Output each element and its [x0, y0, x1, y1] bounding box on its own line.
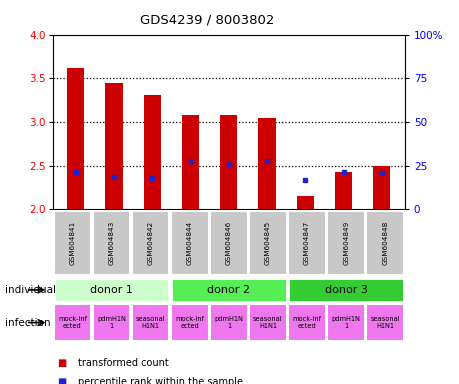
Text: pdmH1N
1: pdmH1N 1: [331, 316, 360, 329]
Bar: [132, 211, 169, 275]
Text: GSM604841: GSM604841: [69, 221, 75, 265]
Bar: [54, 278, 169, 302]
Bar: [372, 166, 390, 209]
Bar: [366, 211, 403, 275]
Bar: [54, 304, 91, 341]
Text: transformed count: transformed count: [78, 358, 168, 368]
Bar: [220, 115, 237, 209]
Bar: [210, 304, 247, 341]
Bar: [288, 211, 325, 275]
Bar: [288, 278, 403, 302]
Text: GSM604844: GSM604844: [186, 221, 192, 265]
Text: GSM604845: GSM604845: [264, 221, 270, 265]
Text: mock-inf
ected: mock-inf ected: [58, 316, 87, 329]
Bar: [54, 211, 91, 275]
Text: GSM604849: GSM604849: [342, 221, 348, 265]
Text: donor 1: donor 1: [90, 285, 133, 295]
Text: GSM604843: GSM604843: [108, 221, 114, 265]
Text: pdmH1N
1: pdmH1N 1: [214, 316, 243, 329]
Text: ■: ■: [57, 377, 67, 384]
Text: GSM604842: GSM604842: [147, 221, 153, 265]
Bar: [249, 304, 286, 341]
Text: individual: individual: [5, 285, 56, 295]
Bar: [67, 68, 84, 209]
Bar: [296, 196, 313, 209]
Text: seasonal
H1N1: seasonal H1N1: [135, 316, 165, 329]
Bar: [327, 304, 364, 341]
Text: mock-inf
ected: mock-inf ected: [175, 316, 204, 329]
Bar: [210, 211, 247, 275]
Bar: [132, 304, 169, 341]
Bar: [334, 172, 352, 209]
Text: donor 3: donor 3: [324, 285, 367, 295]
Text: seasonal
H1N1: seasonal H1N1: [252, 316, 282, 329]
Bar: [105, 83, 123, 209]
Text: percentile rank within the sample: percentile rank within the sample: [78, 377, 243, 384]
Text: GSM604846: GSM604846: [225, 221, 231, 265]
Text: GSM604848: GSM604848: [381, 221, 387, 265]
Bar: [327, 211, 364, 275]
Text: infection: infection: [5, 318, 50, 328]
Bar: [93, 304, 130, 341]
Bar: [171, 278, 286, 302]
Bar: [366, 304, 403, 341]
Text: GSM604847: GSM604847: [303, 221, 309, 265]
Bar: [288, 304, 325, 341]
Text: GDS4239 / 8003802: GDS4239 / 8003802: [140, 13, 274, 26]
Bar: [249, 211, 286, 275]
Text: mock-inf
ected: mock-inf ected: [292, 316, 321, 329]
Text: ■: ■: [57, 358, 67, 368]
Bar: [258, 118, 275, 209]
Bar: [93, 211, 130, 275]
Bar: [171, 211, 208, 275]
Text: seasonal
H1N1: seasonal H1N1: [369, 316, 399, 329]
Bar: [182, 115, 199, 209]
Text: pdmH1N
1: pdmH1N 1: [97, 316, 126, 329]
Bar: [171, 304, 208, 341]
Text: donor 2: donor 2: [207, 285, 250, 295]
Bar: [143, 95, 161, 209]
